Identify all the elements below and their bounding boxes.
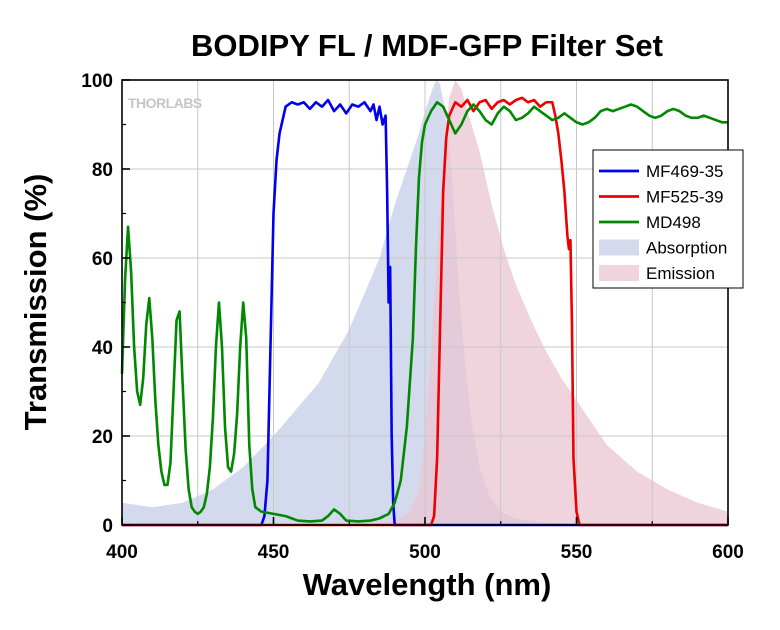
y-tick-label: 20: [92, 427, 113, 448]
legend-label-mf469-35: MF469-35: [646, 162, 723, 181]
series-line-mf525-39: [122, 96, 728, 527]
y-tick-label: 100: [81, 71, 113, 92]
legend-swatch-absorption: [599, 239, 639, 256]
legend: MF469-35 MF525-39 MD498 Absorption Emission: [592, 149, 744, 289]
y-tick-label: 0: [102, 516, 113, 537]
y-tick-label: 40: [92, 338, 113, 359]
x-axis-label: Wavelength (nm): [303, 567, 552, 602]
x-tick-labels: 400 450 500 550 600: [106, 542, 744, 563]
x-tick-label: 600: [712, 542, 744, 563]
y-tick-labels: 0 20 40 60 80 100: [81, 71, 113, 537]
grid: [122, 80, 728, 525]
chart-title: BODIPY FL / MDF-GFP Filter Set: [191, 28, 663, 63]
watermark-logo: THORLABS: [128, 95, 202, 111]
series-line-md498: [120, 100, 728, 523]
y-tick-label: 80: [92, 160, 113, 181]
y-axis-label: Transmission (%): [18, 174, 53, 431]
x-tick-label: 450: [258, 542, 290, 563]
x-tick-label: 400: [106, 542, 138, 563]
x-tick-label: 550: [561, 542, 593, 563]
tick-marks: [121, 79, 729, 526]
y-tick-label: 60: [92, 249, 113, 270]
legend-swatch-emission: [599, 265, 639, 281]
legend-label-mf525-39: MF525-39: [646, 188, 723, 207]
legend-label-absorption: Absorption: [646, 239, 727, 258]
legend-label-emission: Emission: [646, 264, 715, 283]
legend-label-md498: MD498: [646, 213, 701, 232]
series-line-mf469-35: [122, 98, 728, 527]
line-series-group: [120, 96, 728, 527]
x-tick-label: 500: [409, 542, 441, 563]
